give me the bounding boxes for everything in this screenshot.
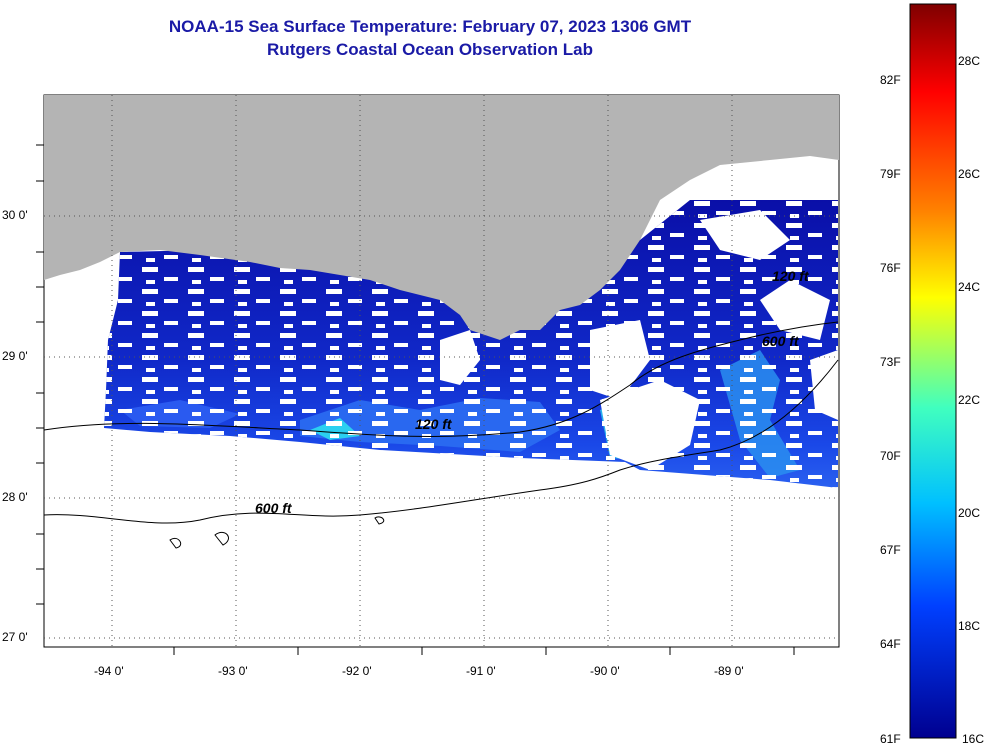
latitude-label: 28 0' [2, 490, 28, 504]
contour-label: 600 ft [255, 500, 292, 516]
colorbar-f-label: 64F [880, 637, 901, 651]
colorbar-f-label: 70F [880, 449, 901, 463]
colorbar [909, 3, 957, 739]
colorbar-c-label: 28C [958, 54, 981, 68]
latitude-label: 30 0' [2, 208, 28, 222]
colorbar-c-label: 22C [958, 393, 981, 407]
map-subtitle: Rutgers Coastal Ocean Observation Lab [267, 40, 593, 59]
contour-label: 120 ft [415, 416, 452, 432]
map-title: NOAA-15 Sea Surface Temperature: Februar… [168, 17, 692, 36]
longitude-label: -90 0' [590, 664, 620, 678]
colorbar-c-label: 20C [958, 506, 981, 520]
bathymetry-contours [43, 321, 839, 549]
longitude-label: -91 0' [466, 664, 496, 678]
longitude-label: -94 0' [94, 664, 124, 678]
colorbar-c-label: 24C [958, 280, 981, 294]
colorbar-f-label: 73F [880, 355, 901, 369]
colorbar-c-label: 18C [958, 619, 981, 633]
colorbar-f-label: 76F [880, 261, 901, 275]
colorbar-c-label: 26C [958, 167, 981, 181]
longitude-label: -89 0' [714, 664, 744, 678]
colorbar-f-label: 82F [880, 73, 901, 87]
contour-label: 600 ft [762, 333, 799, 349]
contour-label: 120 ft [772, 268, 809, 284]
latitude-label: 27 0' [2, 630, 28, 644]
latitude-label: 29 0' [2, 349, 28, 363]
land [44, 95, 839, 340]
colorbar-c-label: 16C [962, 732, 985, 746]
colorbar-f-label: 67F [880, 543, 901, 557]
colorbar-f-label: 79F [880, 167, 901, 181]
longitude-label: -93 0' [218, 664, 248, 678]
frame-ticks [36, 144, 795, 655]
colorbar-f-label: 61F [880, 732, 901, 746]
graticule [44, 95, 839, 647]
longitude-label: -92 0' [342, 664, 372, 678]
sst-data-swath [104, 200, 838, 488]
